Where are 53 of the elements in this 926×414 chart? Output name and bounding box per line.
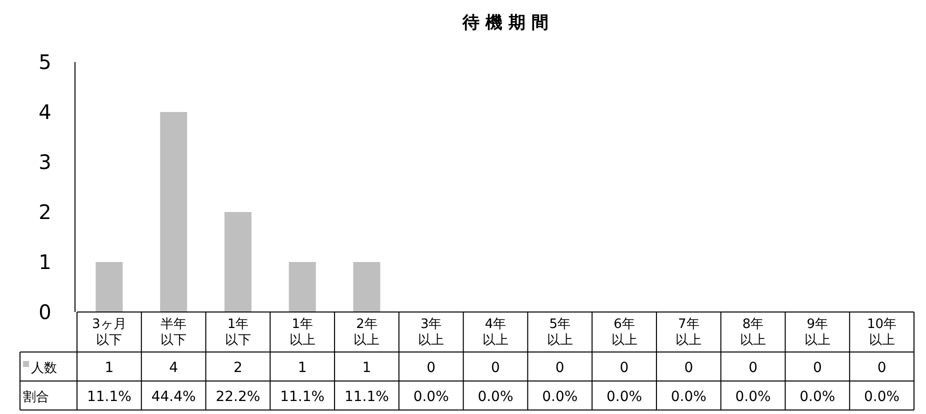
data-label: 1 (104, 360, 114, 376)
data-label: 2 (234, 360, 242, 376)
text: 0.0% (864, 389, 900, 405)
text: 0.0% (670, 389, 706, 405)
x-tick-label: 4年以上 (482, 317, 508, 348)
data-label: 1 (362, 360, 372, 376)
text: 11.1% (344, 389, 389, 405)
text: 0.0% (413, 389, 449, 405)
data-label: 1 (298, 360, 307, 376)
data-label: 0 (426, 360, 436, 376)
x-tick-label: 5年以上 (546, 317, 573, 348)
x-tick-label: 半年以下 (160, 317, 187, 348)
text: 44.4% (151, 389, 196, 405)
data-label: 0 (877, 360, 886, 376)
y-tick-label: 2 (38, 200, 52, 224)
bar (353, 262, 380, 312)
data-label: 0 (684, 360, 694, 376)
bar (288, 262, 316, 312)
legend-label: 人数 (31, 361, 57, 376)
data-label: 0 (812, 360, 822, 376)
chart-title: 待 機 期 間 (462, 13, 548, 33)
bar (160, 112, 188, 312)
text: 0.0% (478, 389, 514, 405)
data-label: 0 (620, 360, 629, 376)
x-tick-label: 1年以下 (224, 317, 251, 348)
text: 0.0% (606, 389, 642, 405)
y-tick-label: 1 (38, 250, 52, 274)
x-tick-label: 8年以上 (740, 317, 766, 348)
bar (96, 262, 123, 312)
text: 11.1% (280, 389, 325, 405)
data-label: 0 (555, 360, 564, 376)
data-label: 4 (169, 360, 178, 376)
x-tick-label: 3年以上 (418, 317, 444, 348)
text: 0.0% (735, 389, 771, 405)
x-tick-label: 9年以上 (804, 317, 830, 348)
y-tick-label: 5 (38, 50, 52, 74)
y-tick-label: 3 (38, 150, 52, 174)
x-tick-label: 6年以上 (611, 317, 638, 348)
x-tick-label: 2年以上 (354, 317, 380, 348)
x-tick-label: 10年以上 (867, 317, 897, 348)
bar (224, 212, 252, 312)
x-tick-label: 7年以上 (676, 317, 702, 348)
x-tick-label: 3ヶ月以下 (92, 317, 126, 348)
text: 22.2% (216, 389, 260, 405)
data-label: 0 (491, 360, 500, 376)
text: 0.0% (542, 389, 578, 405)
x-tick-label: 1年以上 (289, 317, 316, 348)
y-tick-label: 0 (38, 300, 52, 324)
text: 割合 (23, 390, 49, 405)
text: 0.0% (800, 389, 836, 405)
y-tick-label: 4 (38, 100, 52, 124)
text: 11.1% (86, 389, 132, 405)
data-label: 0 (748, 360, 758, 376)
